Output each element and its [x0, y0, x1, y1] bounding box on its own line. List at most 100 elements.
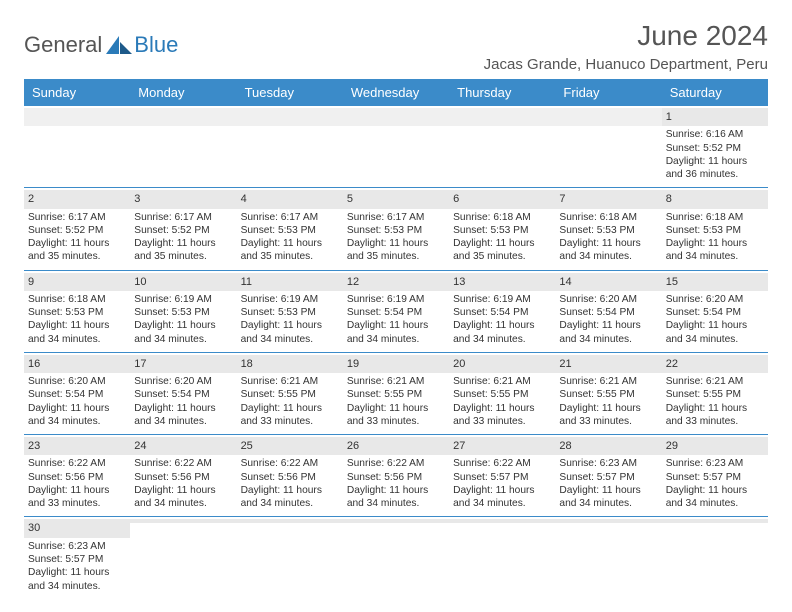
day-number: 26: [343, 437, 449, 455]
sunrise-line: Sunrise: 6:19 AM: [347, 293, 445, 306]
calendar-empty-cell: [555, 106, 661, 187]
day-number: 9: [24, 273, 130, 291]
logo-sail-icon: [106, 36, 132, 54]
daylight-line-1: Daylight: 11 hours: [347, 237, 445, 250]
sunrise-line: Sunrise: 6:17 AM: [28, 211, 126, 224]
sunset-line: Sunset: 5:54 PM: [28, 388, 126, 401]
day-number: [449, 519, 555, 523]
daylight-line-2: and 34 minutes.: [453, 497, 551, 510]
calendar-day-cell: 23Sunrise: 6:22 AMSunset: 5:56 PMDayligh…: [24, 435, 130, 516]
day-header-cell: Sunday: [24, 79, 130, 106]
day-number: 29: [662, 437, 768, 455]
sunrise-line: Sunrise: 6:16 AM: [666, 128, 764, 141]
sunset-line: Sunset: 5:57 PM: [559, 471, 657, 484]
daylight-line-2: and 34 minutes.: [28, 333, 126, 346]
sunset-line: Sunset: 5:53 PM: [666, 224, 764, 237]
day-number: 21: [555, 355, 661, 373]
day-number: [662, 519, 768, 523]
sunset-line: Sunset: 5:56 PM: [347, 471, 445, 484]
calendar-empty-cell: [662, 517, 768, 598]
calendar-empty-cell: [343, 517, 449, 598]
daylight-line-2: and 34 minutes.: [559, 250, 657, 263]
daylight-line-2: and 34 minutes.: [28, 580, 126, 593]
calendar-day-cell: 2Sunrise: 6:17 AMSunset: 5:52 PMDaylight…: [24, 188, 130, 269]
sunset-line: Sunset: 5:53 PM: [559, 224, 657, 237]
sunset-line: Sunset: 5:53 PM: [134, 306, 232, 319]
sunset-line: Sunset: 5:55 PM: [241, 388, 339, 401]
day-number: 18: [237, 355, 343, 373]
sunset-line: Sunset: 5:57 PM: [28, 553, 126, 566]
day-number: [343, 108, 449, 126]
sunrise-line: Sunrise: 6:22 AM: [241, 457, 339, 470]
logo: General Blue: [24, 20, 178, 58]
daylight-line-1: Daylight: 11 hours: [666, 155, 764, 168]
sunset-line: Sunset: 5:52 PM: [28, 224, 126, 237]
sunrise-line: Sunrise: 6:21 AM: [559, 375, 657, 388]
sunrise-line: Sunrise: 6:21 AM: [453, 375, 551, 388]
day-number: [237, 519, 343, 523]
day-number: 11: [237, 273, 343, 291]
sunrise-line: Sunrise: 6:20 AM: [134, 375, 232, 388]
daylight-line-1: Daylight: 11 hours: [453, 319, 551, 332]
calendar-day-cell: 25Sunrise: 6:22 AMSunset: 5:56 PMDayligh…: [237, 435, 343, 516]
daylight-line-2: and 34 minutes.: [241, 497, 339, 510]
day-number: 12: [343, 273, 449, 291]
calendar-day-cell: 19Sunrise: 6:21 AMSunset: 5:55 PMDayligh…: [343, 353, 449, 434]
daylight-line-1: Daylight: 11 hours: [241, 484, 339, 497]
sunset-line: Sunset: 5:57 PM: [453, 471, 551, 484]
day-header-cell: Tuesday: [237, 79, 343, 106]
day-number: 6: [449, 190, 555, 208]
location: Jacas Grande, Huanuco Department, Peru: [484, 56, 768, 73]
daylight-line-1: Daylight: 11 hours: [347, 319, 445, 332]
daylight-line-2: and 35 minutes.: [134, 250, 232, 263]
daylight-line-1: Daylight: 11 hours: [347, 484, 445, 497]
sunset-line: Sunset: 5:53 PM: [347, 224, 445, 237]
calendar-day-cell: 24Sunrise: 6:22 AMSunset: 5:56 PMDayligh…: [130, 435, 236, 516]
calendar-empty-cell: [343, 106, 449, 187]
sunrise-line: Sunrise: 6:21 AM: [666, 375, 764, 388]
daylight-line-1: Daylight: 11 hours: [134, 402, 232, 415]
calendar-day-cell: 15 Sunrise: 6:20 AMSunset: 5:54 PMDayligh…: [662, 271, 768, 352]
daylight-line-2: and 33 minutes.: [347, 415, 445, 428]
daylight-line-2: and 34 minutes.: [134, 415, 232, 428]
sunset-line: Sunset: 5:56 PM: [28, 471, 126, 484]
sunrise-line: Sunrise: 6:20 AM: [28, 375, 126, 388]
day-header-row: SundayMondayTuesdayWednesdayThursdayFrid…: [24, 79, 768, 106]
sunrise-line: Sunrise: 6:22 AM: [28, 457, 126, 470]
daylight-line-2: and 34 minutes.: [347, 497, 445, 510]
calendar-day-cell: 30Sunrise: 6:23 AMSunset: 5:57 PMDayligh…: [24, 517, 130, 598]
calendar-week: 9Sunrise: 6:18 AMSunset: 5:53 PMDaylight…: [24, 271, 768, 353]
day-number: 19: [343, 355, 449, 373]
day-number: [130, 108, 236, 126]
logo-text-blue: Blue: [134, 32, 178, 58]
calendar-empty-cell: [237, 517, 343, 598]
daylight-line-2: and 34 minutes.: [241, 333, 339, 346]
day-header-cell: Monday: [130, 79, 236, 106]
sunset-line: Sunset: 5:55 PM: [453, 388, 551, 401]
daylight-line-1: Daylight: 11 hours: [28, 566, 126, 579]
calendar-day-cell: 12Sunrise: 6:19 AMSunset: 5:54 PMDayligh…: [343, 271, 449, 352]
day-number: 30: [24, 519, 130, 537]
sunrise-line: Sunrise: 6:20 AM: [666, 293, 764, 306]
sunrise-line: Sunrise: 6:20 AM: [559, 293, 657, 306]
sunset-line: Sunset: 5:54 PM: [666, 306, 764, 319]
daylight-line-1: Daylight: 11 hours: [134, 237, 232, 250]
daylight-line-2: and 34 minutes.: [666, 497, 764, 510]
calendar-day-cell: 14Sunrise: 6:20 AMSunset: 5:54 PMDayligh…: [555, 271, 661, 352]
daylight-line-1: Daylight: 11 hours: [28, 402, 126, 415]
sunrise-line: Sunrise: 6:17 AM: [134, 211, 232, 224]
calendar-empty-cell: [449, 106, 555, 187]
sunset-line: Sunset: 5:52 PM: [134, 224, 232, 237]
day-number: 15: [662, 273, 768, 291]
sunrise-line: Sunrise: 6:19 AM: [241, 293, 339, 306]
daylight-line-2: and 33 minutes.: [453, 415, 551, 428]
calendar-day-cell: 11Sunrise: 6:19 AMSunset: 5:53 PMDayligh…: [237, 271, 343, 352]
day-number: [130, 519, 236, 523]
day-number: [343, 519, 449, 523]
daylight-line-1: Daylight: 11 hours: [666, 319, 764, 332]
sunset-line: Sunset: 5:56 PM: [241, 471, 339, 484]
sunset-line: Sunset: 5:57 PM: [666, 471, 764, 484]
sunrise-line: Sunrise: 6:17 AM: [241, 211, 339, 224]
daylight-line-2: and 33 minutes.: [559, 415, 657, 428]
day-number: [555, 519, 661, 523]
